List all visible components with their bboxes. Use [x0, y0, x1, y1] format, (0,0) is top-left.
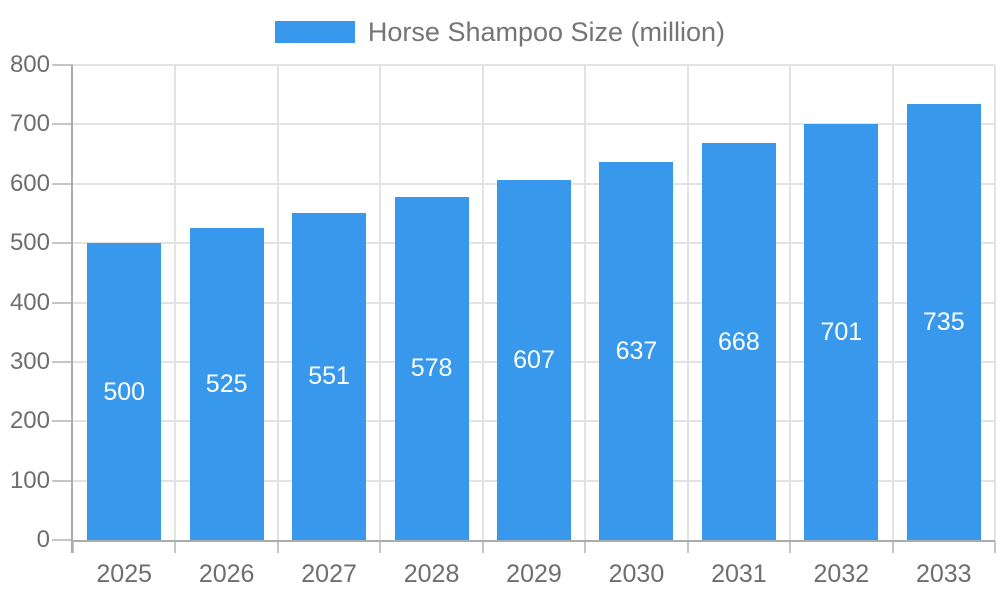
y-tick: [52, 182, 73, 185]
x-tick-label: 2033: [915, 560, 972, 588]
bar: [497, 179, 571, 540]
y-tick-label: 500: [9, 229, 50, 257]
y-gridline: [73, 64, 995, 66]
y-tick: [52, 479, 73, 482]
x-tick: [891, 541, 894, 553]
y-tick-label: 600: [9, 169, 50, 197]
bar-value-label: 735: [922, 307, 965, 336]
x-tick: [481, 541, 484, 553]
y-tick: [52, 242, 73, 245]
x-tick-label: 2031: [711, 560, 767, 588]
x-gridline: [276, 65, 279, 540]
legend-swatch: [274, 21, 355, 43]
bar: [906, 103, 981, 540]
bar-value-label: 668: [718, 327, 760, 356]
y-tick-label: 0: [36, 526, 50, 553]
bar-value-label: 701: [820, 317, 863, 346]
y-tick-label: 100: [9, 466, 50, 494]
x-gridline: [379, 65, 382, 540]
x-tick: [994, 541, 996, 553]
y-tick: [52, 301, 73, 304]
bar-value-label: 637: [615, 336, 658, 365]
bar: [701, 143, 776, 540]
legend[interactable]: Horse Shampoo Size (million): [0, 13, 1000, 51]
x-tick-label: 2025: [96, 560, 153, 588]
bar-value-label: 578: [410, 354, 453, 383]
bar-value-label: 525: [205, 370, 248, 399]
x-gridline: [994, 65, 996, 540]
x-tick-label: 2026: [198, 560, 255, 588]
bar: [599, 161, 674, 540]
x-gridline: [481, 65, 484, 540]
x-gridline: [584, 65, 587, 540]
y-gridline: [73, 123, 995, 126]
x-tick: [379, 541, 382, 553]
x-tick: [686, 541, 689, 553]
x-gridline: [891, 65, 894, 540]
bar-value-label: 551: [308, 362, 350, 391]
y-tick-label: 700: [9, 110, 50, 138]
x-gridline: [789, 65, 792, 540]
x-tick-label: 2028: [403, 560, 460, 588]
x-tick-label: 2027: [301, 560, 357, 588]
bar-value-label: 500: [103, 377, 146, 406]
bar: [804, 123, 879, 540]
x-gridline: [174, 65, 177, 540]
x-axis-line: [71, 540, 995, 542]
y-tick: [52, 420, 73, 423]
x-tick-label: 2032: [813, 560, 870, 588]
x-tick: [174, 541, 177, 553]
x-tick: [276, 541, 279, 553]
y-tick-label: 300: [9, 347, 50, 375]
x-tick-label: 2030: [608, 560, 665, 588]
y-tick: [52, 64, 73, 66]
x-gridline: [686, 65, 689, 540]
x-tick-label: 2029: [506, 560, 562, 588]
legend-label: Horse Shampoo Size (million): [367, 16, 726, 47]
y-tick-label: 200: [9, 407, 50, 435]
y-tick: [52, 539, 73, 541]
bar: [87, 243, 162, 540]
y-tick: [52, 360, 73, 363]
bar: [189, 228, 264, 540]
x-tick: [584, 541, 587, 553]
x-tick: [789, 541, 792, 553]
bar: [394, 196, 469, 540]
y-tick: [52, 123, 73, 126]
y-axis-line: [71, 65, 73, 553]
bar: [292, 212, 367, 540]
x-tick: [72, 541, 74, 553]
y-tick-label: 400: [9, 288, 50, 316]
bar-value-label: 607: [513, 345, 555, 374]
y-tick-label: 800: [9, 51, 50, 78]
